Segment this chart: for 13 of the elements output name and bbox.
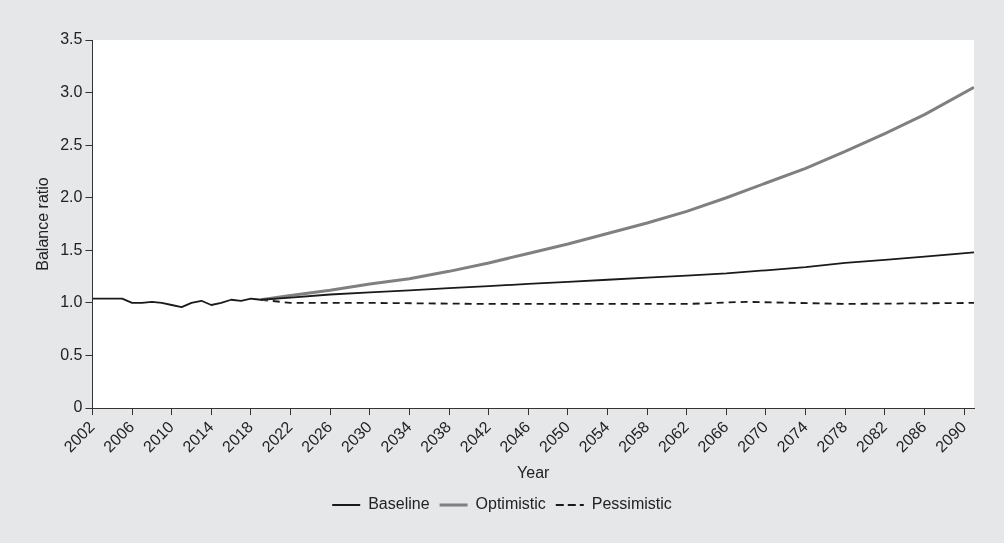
y-tick-label: 1.5 bbox=[60, 240, 83, 258]
legend-label: Baseline bbox=[368, 495, 430, 513]
y-axis-title: Balance ratio bbox=[34, 177, 52, 271]
y-tick-label: 2.5 bbox=[60, 135, 83, 153]
y-tick-label: 0.5 bbox=[60, 345, 83, 363]
x-axis-title: Year bbox=[517, 463, 551, 481]
legend-label: Optimistic bbox=[475, 495, 546, 513]
legend-label: Pessimistic bbox=[591, 495, 672, 513]
y-tick-label: 3.0 bbox=[60, 82, 83, 100]
y-tick-label: 3.5 bbox=[60, 30, 83, 48]
y-tick-label: 2.0 bbox=[60, 188, 83, 206]
y-tick-label: 1.0 bbox=[60, 293, 83, 311]
y-tick-label: 0 bbox=[73, 398, 83, 416]
